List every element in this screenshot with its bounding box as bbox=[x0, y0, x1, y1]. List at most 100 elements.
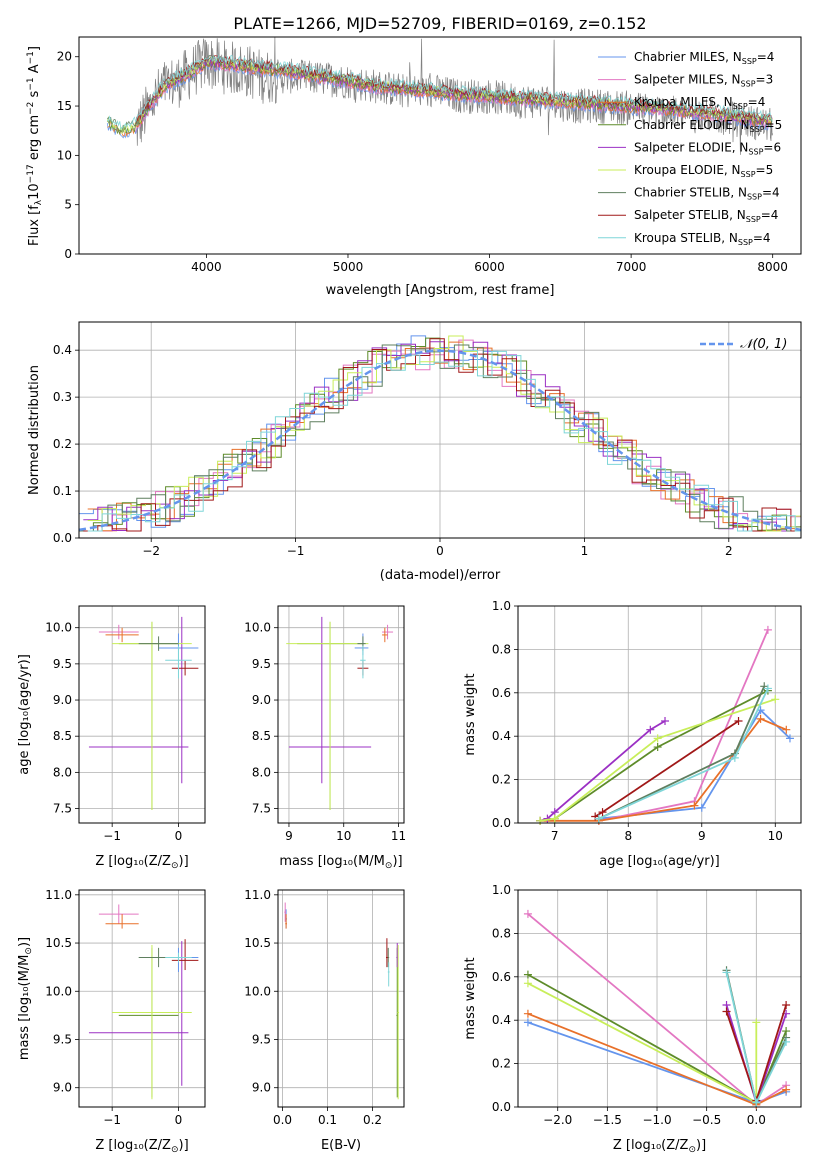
x-tick-label: 11 bbox=[391, 829, 406, 843]
spectrum-ylabel-sub: λ bbox=[34, 199, 44, 205]
y-tick-label: 9.0 bbox=[53, 1081, 72, 1095]
weight-marker bbox=[782, 725, 791, 734]
y-tick-label: 0.4 bbox=[492, 729, 511, 743]
y-tick-label: 5 bbox=[64, 198, 72, 212]
weight-series-line bbox=[527, 982, 758, 1105]
y-tick-label: 10.0 bbox=[244, 621, 271, 635]
x-tick-label: 8000 bbox=[757, 260, 788, 274]
panel-frame bbox=[277, 889, 405, 1108]
x-tick-label: 5000 bbox=[333, 260, 364, 274]
x-tick-label: −0.5 bbox=[692, 1113, 721, 1127]
residual-histogram bbox=[79, 344, 801, 532]
x-tick-label: 10 bbox=[336, 829, 351, 843]
y-tick-label: 0.4 bbox=[492, 1013, 511, 1027]
y-tick-label: 0.2 bbox=[53, 437, 72, 451]
panel-frame bbox=[78, 605, 206, 824]
weight-marker bbox=[763, 684, 772, 693]
weight-marker bbox=[661, 717, 670, 726]
weight-marker bbox=[782, 1037, 791, 1046]
y-tick-label: 0.8 bbox=[492, 642, 511, 656]
legend-label: Salpeter STELIB, NSSP=4 bbox=[634, 208, 778, 224]
weight-series-line bbox=[598, 629, 769, 822]
x-tick-label: 10 bbox=[768, 829, 783, 843]
y-tick-label: 9.5 bbox=[53, 1032, 72, 1046]
legend-label: Kroupa ELODIE, NSSP=5 bbox=[634, 163, 773, 179]
y-tick-label: 9.0 bbox=[53, 693, 72, 707]
weight-marker bbox=[523, 970, 532, 979]
y-tick-label: 1.0 bbox=[492, 883, 511, 897]
x-tick-label: 0.2 bbox=[363, 1113, 382, 1127]
weight-marker bbox=[523, 1018, 532, 1027]
y-tick-label: 10.5 bbox=[45, 936, 72, 950]
y-tick-label: 0.3 bbox=[53, 390, 72, 404]
weight-marker bbox=[550, 814, 559, 823]
legend-label: Chabrier STELIB, NSSP=4 bbox=[634, 186, 780, 202]
axis-label: E(B-V) bbox=[321, 1138, 361, 1153]
residuals-xlabel: (data-model)/error bbox=[380, 568, 501, 583]
panel-frame bbox=[517, 889, 802, 1108]
x-tick-label: 1 bbox=[581, 544, 589, 558]
residual-histogram bbox=[87, 349, 801, 532]
weight-marker bbox=[653, 734, 662, 743]
axis-label: mass [log₁₀(M/M⊙)] bbox=[279, 854, 402, 871]
spectrum-legend: Chabrier MILES, NSSP=4 Salpeter MILES, NS… bbox=[598, 50, 782, 247]
y-tick-label: 8.5 bbox=[252, 729, 271, 743]
z-weight-panel: −2.0 −1.5 −1.0 −0.5 0.0 0.0 0.2 0.4 0.6 0.8 1.0 mas… bbox=[463, 883, 802, 1155]
model-spectrum-line bbox=[107, 53, 773, 131]
legend-label: Chabrier MILES, NSSP=4 bbox=[634, 50, 774, 66]
x-tick-label: 7 bbox=[551, 829, 559, 843]
residual-histogram bbox=[87, 341, 801, 532]
y-tick-label: 8.5 bbox=[53, 729, 72, 743]
y-tick-label: 0.4 bbox=[53, 343, 72, 357]
y-tick-label: 1.0 bbox=[492, 599, 511, 613]
spectrum-ylabel-a: A bbox=[27, 64, 42, 77]
axis-label: age [log₁₀(age/yr)] bbox=[599, 854, 720, 869]
weight-marker bbox=[752, 1018, 761, 1027]
weight-marker bbox=[523, 909, 532, 918]
axis-label: Z [log₁₀(Z/Z⊙)] bbox=[95, 1138, 188, 1155]
weight-marker bbox=[782, 1001, 791, 1010]
y-tick-label: 9.5 bbox=[252, 1032, 271, 1046]
y-tick-label: 9.0 bbox=[252, 693, 271, 707]
spectrum-ylabel-exp4: −1 bbox=[26, 51, 36, 64]
panel-frame bbox=[517, 605, 802, 824]
residuals-ylabel: Normed distribution bbox=[27, 365, 42, 495]
x-tick-label: −2.0 bbox=[543, 1113, 572, 1127]
y-tick-label: 15 bbox=[57, 99, 72, 113]
weight-marker bbox=[690, 801, 699, 810]
weight-series-line bbox=[540, 717, 787, 822]
x-tick-label: −1 bbox=[103, 1113, 121, 1127]
ebv-mass-panel: 0.0 0.1 0.2 9.0 9.5 10.0 10.5 11.0 E(B-V) bbox=[244, 888, 405, 1153]
y-tick-label: 8.0 bbox=[252, 765, 271, 779]
y-tick-label: 11.0 bbox=[45, 888, 72, 902]
spectrum-ylabel-exp: −17 bbox=[26, 164, 36, 183]
x-tick-label: 9 bbox=[698, 829, 706, 843]
y-tick-label: 0.0 bbox=[492, 1100, 511, 1114]
panel-frame bbox=[277, 605, 405, 824]
legend-label: Salpeter MILES, NSSP=3 bbox=[634, 73, 773, 89]
age-weight-panel: 7 8 9 10 0.0 0.2 0.4 0.6 0.8 1.0 mass weight age [l… bbox=[463, 599, 802, 869]
x-tick-label: 0.0 bbox=[747, 1113, 766, 1127]
spectrum-ylabel-s: s bbox=[27, 90, 42, 101]
weight-series-line bbox=[598, 688, 769, 820]
y-tick-label: 11.0 bbox=[244, 888, 271, 902]
weight-series-line bbox=[539, 698, 776, 822]
z-age-panel: −1 0 7.5 8.0 8.5 9.0 9.5 10.0 Z [log₁₀(Z/Z⊙)] age… bbox=[17, 605, 206, 871]
normal-curve bbox=[78, 349, 802, 532]
model-spectrum-line bbox=[106, 55, 773, 133]
y-tick-label: 10 bbox=[57, 148, 72, 162]
y-tick-label: 0.2 bbox=[492, 773, 511, 787]
x-tick-label: −1.0 bbox=[642, 1113, 671, 1127]
weight-marker bbox=[722, 968, 731, 977]
weight-marker bbox=[523, 1009, 532, 1018]
y-tick-label: 0.2 bbox=[492, 1057, 511, 1071]
weight-marker bbox=[536, 816, 545, 825]
observed-spectrum-line bbox=[135, 36, 774, 155]
weight-marker bbox=[763, 625, 772, 634]
axis-label: Z [log₁₀(Z/Z⊙)] bbox=[613, 1138, 706, 1155]
x-tick-label: 0 bbox=[175, 1113, 183, 1127]
weight-marker bbox=[594, 814, 603, 823]
axis-label: mass [log₁₀(M/M⊙)] bbox=[17, 937, 34, 1060]
weight-marker bbox=[756, 714, 765, 723]
